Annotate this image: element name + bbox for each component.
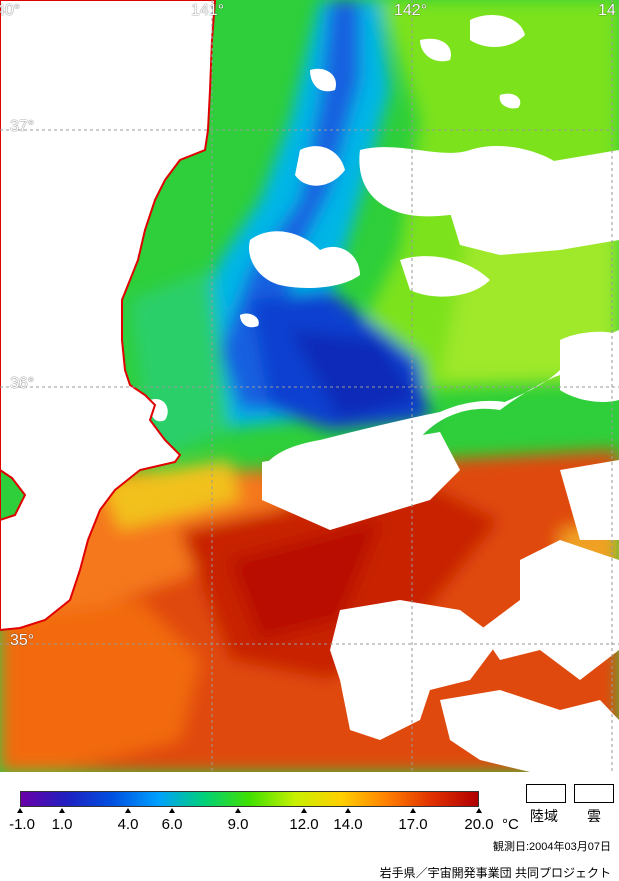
- temperature-unit: °C: [502, 816, 519, 833]
- colorbar-tick: [235, 808, 241, 813]
- cloud-legend-label: 雲: [587, 808, 601, 824]
- colorbar-label: 6.0: [161, 816, 183, 833]
- credit-text: 岩手県／宇宙開発事業団 共同プロジェクト: [379, 866, 611, 880]
- cloud-mask: [149, 15, 619, 772]
- observation-date: 観測日:2004年03月07日: [493, 841, 611, 853]
- colorbar-tick: [169, 808, 175, 813]
- colorbar-tick: [410, 808, 416, 813]
- land-coast: [0, 0, 217, 632]
- latitude-label-36: 36°: [10, 375, 35, 392]
- sea-surface-temperature-map: 40° 141° 142° 14 37° 36° 35°: [0, 0, 619, 772]
- longitude-label-142: 142°: [394, 2, 428, 19]
- longitude-label-141: 141°: [191, 2, 225, 19]
- longitude-label-143: 14: [598, 2, 616, 19]
- colorbar-label: -1.0: [9, 816, 35, 833]
- temperature-color-bar: [20, 791, 479, 807]
- land-coast-inlet: [0, 468, 27, 522]
- colorbar-label: 9.0: [227, 816, 249, 833]
- latitude-label-35: 35°: [10, 632, 35, 649]
- colorbar-label: 20.0: [464, 816, 494, 833]
- graticule: [0, 0, 619, 772]
- colorbar-tick: [301, 808, 307, 813]
- colorbar-tick: [476, 808, 482, 813]
- land-legend-label: 陸域: [530, 808, 558, 824]
- latitude-label-37: 37°: [10, 118, 35, 135]
- colorbar-label: 4.0: [117, 816, 139, 833]
- colorbar-label: 14.0: [333, 816, 363, 833]
- colorbar-tick: [345, 808, 351, 813]
- land-legend-swatch: [526, 784, 566, 803]
- longitude-label-140: 40°: [0, 2, 21, 19]
- colorbar-tick: [125, 808, 131, 813]
- colorbar-label: 1.0: [51, 816, 73, 833]
- colorbar-label: 12.0: [289, 816, 319, 833]
- cloud-legend-swatch: [574, 784, 614, 803]
- colorbar-tick: [17, 808, 23, 813]
- colorbar-tick: [59, 808, 65, 813]
- colorbar-label: 17.0: [398, 816, 428, 833]
